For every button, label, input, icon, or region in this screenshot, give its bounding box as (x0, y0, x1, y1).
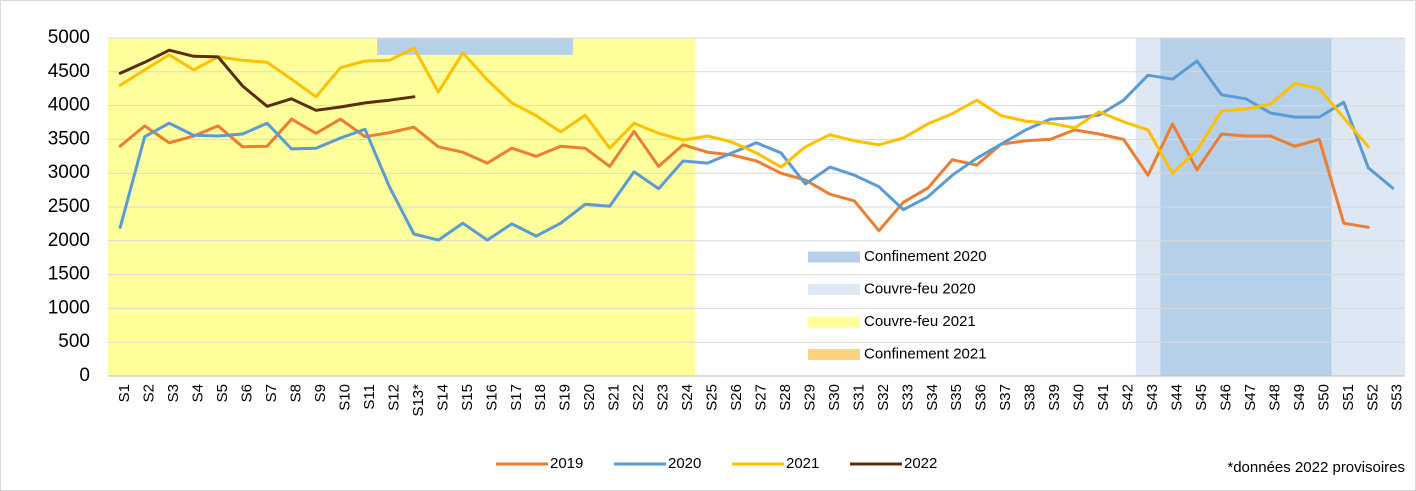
lines (118, 46, 1395, 242)
legend-label: Confinement 2020 (864, 248, 987, 265)
legend-label: Couvre-feu 2020 (864, 280, 976, 297)
x-tick-label: S37 (997, 384, 1014, 411)
x-tick-label: S11 (361, 384, 378, 410)
labels: 0 500 1000 1500 2000 2500 3000 3500 4000 4500 5000… (48, 27, 1406, 472)
x-tick-label: S26 (728, 384, 745, 411)
x-tick-label: S42 (1120, 384, 1137, 411)
x-tick-label: S51 (1340, 384, 1357, 411)
x-tick-label: S22 (630, 384, 647, 411)
x-tick-label: S2 (141, 384, 158, 402)
x-tick-label: S16 (483, 384, 500, 411)
x-tick-label: S6 (239, 384, 256, 402)
x-tick-label: S17 (508, 384, 525, 411)
x-tick-label: S47 (1242, 384, 1259, 411)
y-tick-label: 500 (58, 331, 90, 352)
x-tick-label: S30 (826, 384, 843, 411)
series-line (118, 48, 416, 112)
x-tick-label: S48 (1266, 384, 1283, 411)
x-tick-label: S44 (1168, 384, 1185, 411)
x-tick-label: S7 (263, 384, 280, 402)
x-tick-label: S24 (679, 384, 696, 411)
x-tick-label: S53 (1389, 384, 1406, 411)
x-tick-label: S49 (1291, 384, 1308, 411)
legend-label: 2019 (550, 455, 583, 472)
series-line (118, 59, 1395, 242)
x-tick-label: S4 (190, 384, 207, 402)
x-tick-label: S34 (924, 384, 941, 411)
x-tick-label: S15 (459, 384, 476, 411)
series-line (118, 46, 1370, 175)
x-tick-label: S9 (312, 384, 329, 402)
x-tick-label: S29 (801, 384, 818, 411)
x-tick-label: S20 (581, 384, 598, 411)
y-tick-label: 3500 (48, 128, 90, 149)
x-tick-label: S46 (1217, 384, 1234, 411)
x-tick-label: S12 (385, 384, 402, 411)
y-tick-label: 1500 (48, 264, 90, 285)
grid (108, 37, 1405, 377)
legend-swatch (808, 251, 860, 263)
legend-swatch (808, 284, 860, 295)
x-tick-label: S10 (336, 384, 353, 411)
y-tick-label: 4500 (48, 61, 90, 82)
y-tick-label: 3000 (48, 162, 90, 183)
y-tick-label: 0 (79, 365, 90, 386)
x-tick-label: S25 (704, 384, 721, 411)
legend-swatch (808, 316, 860, 328)
x-tick-label: S50 (1315, 384, 1332, 411)
x-tick-label: S36 (973, 384, 990, 411)
x-tick-label: S19 (557, 384, 574, 411)
x-tick-label: S41 (1095, 384, 1112, 411)
y-tick-label: 2000 (48, 230, 90, 251)
x-tick-label: S40 (1071, 384, 1088, 411)
x-tick-label: S28 (777, 384, 794, 411)
x-tick-label: S32 (875, 384, 892, 411)
y-tick-label: 4000 (48, 95, 90, 116)
x-tick-label: S23 (655, 384, 672, 411)
x-tick-label: S27 (752, 384, 769, 411)
x-tick-label: S38 (1022, 384, 1039, 411)
x-tick-label: S8 (288, 384, 305, 402)
x-tick-label: S33 (899, 384, 916, 411)
x-tick-label: S5 (214, 384, 231, 402)
y-tick-label: 5000 (48, 27, 90, 48)
legend-swatch (808, 349, 860, 360)
x-tick-label: S3 (165, 384, 182, 402)
x-tick-label: S18 (532, 384, 549, 411)
legend-label: 2021 (786, 455, 819, 472)
annotation: *données 2022 provisoires (1227, 459, 1405, 476)
x-tick-label: S14 (434, 384, 451, 411)
x-tick-label: S43 (1144, 384, 1161, 411)
legend-label: 2020 (668, 455, 701, 472)
x-tick-label: S21 (606, 384, 623, 411)
band (377, 38, 573, 55)
x-tick-label: S45 (1193, 384, 1210, 411)
y-tick-label: 1000 (48, 297, 90, 318)
legend-label: Confinement 2021 (864, 345, 987, 362)
x-tick-label: S39 (1046, 384, 1063, 411)
x-tick-label: S13* (410, 384, 427, 417)
legend-label: 2022 (904, 455, 937, 472)
x-tick-label: S31 (850, 384, 867, 411)
legend-label: Couvre-feu 2021 (864, 313, 976, 330)
x-tick-label: S52 (1364, 384, 1381, 411)
x-tick-label: S35 (948, 384, 965, 411)
x-tick-label: S1 (116, 384, 133, 402)
y-tick-label: 2500 (48, 196, 90, 217)
